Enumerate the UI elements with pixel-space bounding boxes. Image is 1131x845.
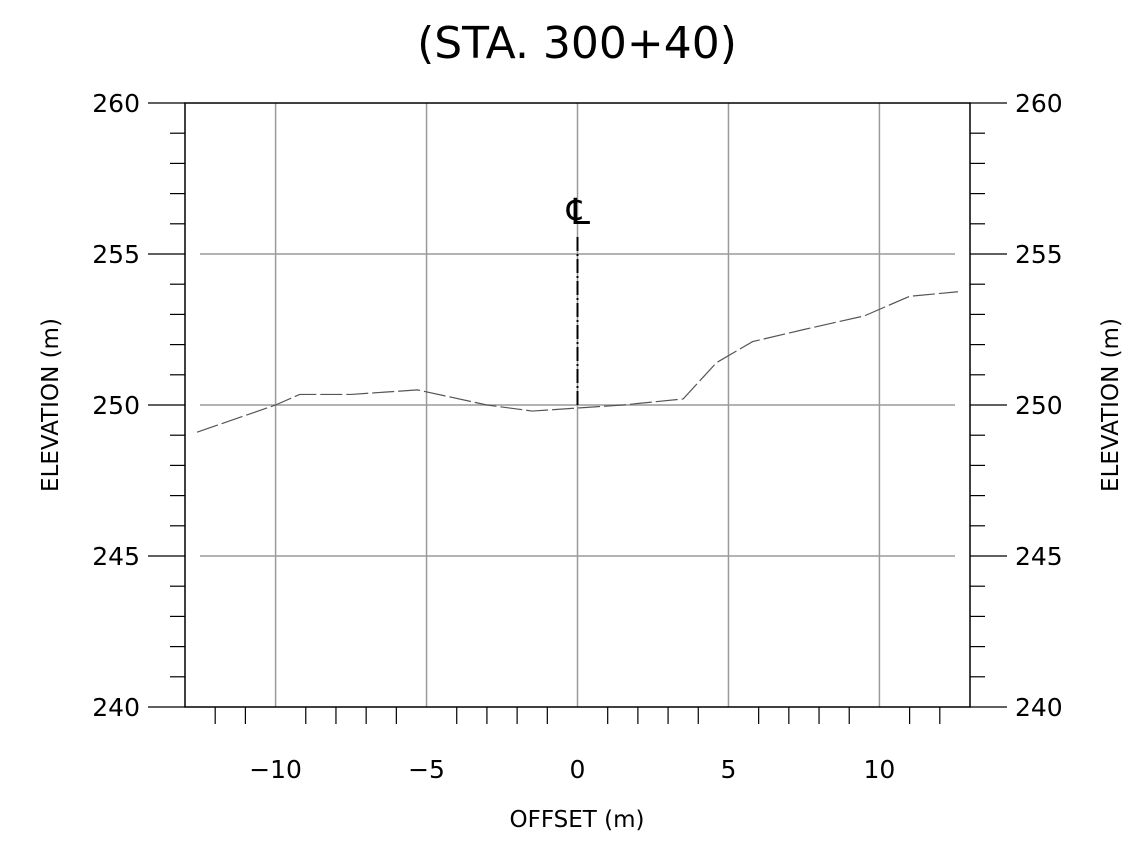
annotation-layer: ℄: [566, 192, 590, 405]
chart-title: (STA. 300+40): [417, 18, 737, 69]
y-tick-label-left: 250: [92, 391, 140, 420]
y-tick-label-left: 245: [92, 542, 140, 571]
y-tick-label-left: 260: [92, 89, 140, 118]
y-tick-label-right: 255: [1015, 240, 1063, 269]
tick-labels: −10 −5 0 5 10 240 240 245 245 250 250 255 255 260 260: [92, 89, 1062, 784]
series-layer: [196, 291, 958, 433]
x-tick-label: −10: [249, 755, 302, 784]
y-tick-label-right: 240: [1015, 693, 1063, 722]
axis-ticks: [148, 102, 1007, 724]
ground-profile-line: [196, 291, 958, 433]
y-axis-label-left: ELEVATION (m): [38, 318, 64, 492]
centerline-symbol: ℄: [566, 192, 590, 233]
x-tick-label: −5: [408, 755, 445, 784]
x-axis-label: OFFSET (m): [509, 807, 644, 833]
y-tick-label-left: 255: [92, 240, 140, 269]
x-tick-label: 0: [570, 755, 586, 784]
y-tick-label-right: 260: [1015, 89, 1063, 118]
x-tick-label: 5: [721, 755, 737, 784]
y-axis-label-right: ELEVATION (m): [1098, 318, 1124, 492]
plot-frame: [184, 102, 971, 708]
y-tick-label-right: 250: [1015, 391, 1063, 420]
x-tick-label: 10: [864, 755, 896, 784]
y-tick-label-left: 240: [92, 693, 140, 722]
y-tick-label-right: 245: [1015, 542, 1063, 571]
